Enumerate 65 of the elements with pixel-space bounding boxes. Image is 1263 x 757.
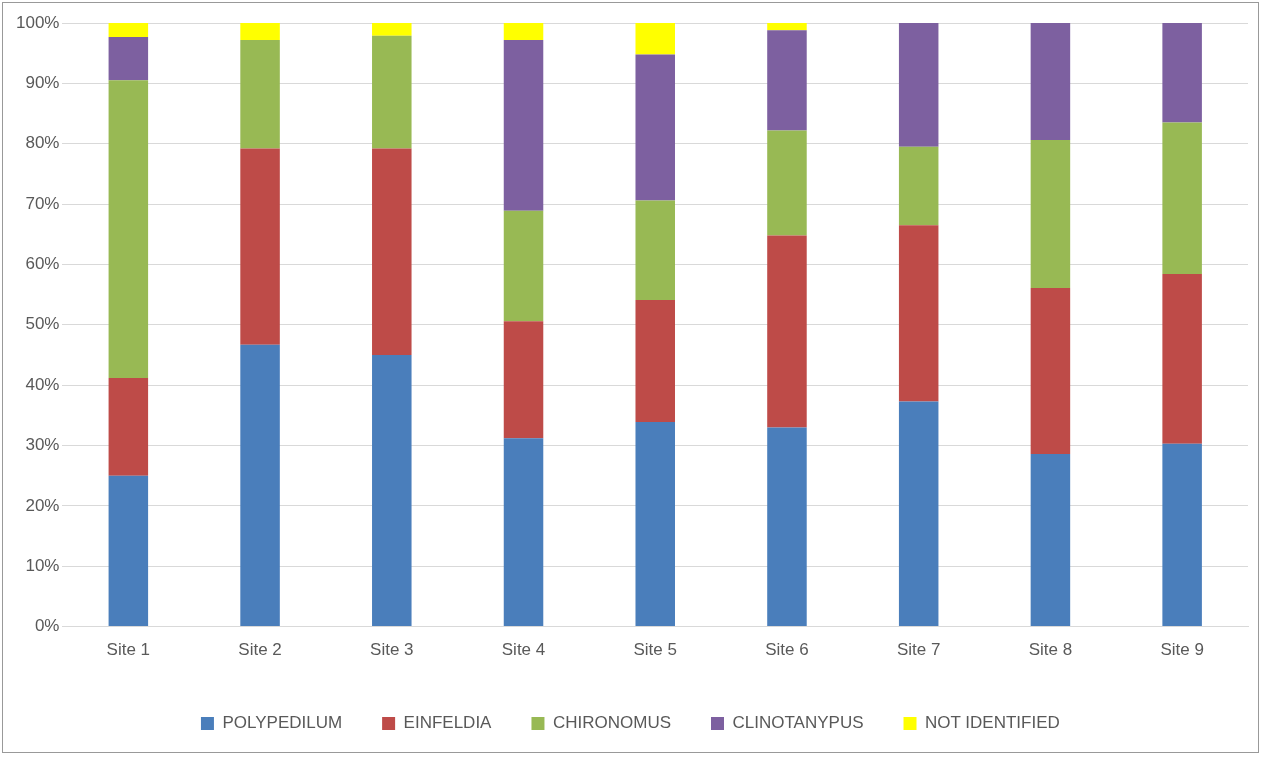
bar <box>503 438 544 627</box>
y-tick-label: 20% <box>25 495 60 515</box>
y-tick-label: 0% <box>34 616 60 636</box>
bar <box>372 354 412 627</box>
legend-label: CHIRONOMUS <box>552 713 672 733</box>
x-tick-label: Site 8 <box>1028 640 1073 660</box>
bar <box>635 54 675 201</box>
y-tick-label: 90% <box>25 73 60 93</box>
bar <box>635 200 675 301</box>
bar <box>108 80 149 378</box>
bar <box>767 130 807 236</box>
bar <box>372 148 412 355</box>
x-tick-label: Site 7 <box>896 640 941 660</box>
bar <box>240 39 280 149</box>
x-tick-label: Site 5 <box>633 640 677 660</box>
bar <box>1162 443 1202 627</box>
bar <box>767 427 807 627</box>
legend-label: CLINOTANYPUS <box>732 713 864 733</box>
bar <box>635 421 675 627</box>
bar <box>372 23 412 36</box>
bar <box>503 321 544 439</box>
bar <box>108 475 149 627</box>
bar <box>898 23 939 147</box>
bar <box>898 146 939 226</box>
y-tick-label: 50% <box>25 314 60 334</box>
bar <box>898 401 939 627</box>
y-tick-label: 40% <box>25 374 60 394</box>
y-tick-label: 100% <box>16 12 60 32</box>
bar <box>767 30 807 131</box>
y-tick-label: 30% <box>25 435 60 455</box>
bar <box>503 23 544 40</box>
bar <box>1030 23 1071 141</box>
x-tick-label: Site 6 <box>765 640 809 660</box>
y-tick-label: 10% <box>25 555 60 575</box>
bar <box>1162 122 1202 275</box>
bar <box>635 23 675 55</box>
y-tick-label: 70% <box>25 193 60 213</box>
bar <box>767 23 807 31</box>
bar <box>767 235 807 428</box>
legend-label: EINFELDIA <box>403 713 493 733</box>
x-tick-label: Site 4 <box>501 640 546 660</box>
bar <box>372 35 412 149</box>
bar <box>1030 140 1071 288</box>
bar <box>240 344 280 627</box>
bar <box>635 300 675 422</box>
x-tick-label: Site 9 <box>1160 640 1204 660</box>
bar <box>503 39 544 211</box>
bar <box>1162 23 1202 123</box>
bar <box>503 210 544 322</box>
legend-label: POLYPEDILUM <box>222 713 343 733</box>
bar <box>1030 287 1071 454</box>
bar <box>108 23 149 37</box>
x-tick-label: Site 2 <box>238 640 282 660</box>
legend-label: NOT IDENTIFIED <box>925 713 1060 733</box>
y-tick-label: 60% <box>25 254 60 274</box>
bar <box>240 23 280 40</box>
bar <box>108 377 149 476</box>
bar <box>108 36 149 81</box>
bar <box>1162 274 1202 444</box>
bar <box>1030 453 1071 627</box>
bar <box>898 225 939 402</box>
x-tick-label: Site 3 <box>370 640 414 660</box>
y-tick-label: 80% <box>25 133 60 153</box>
x-tick-label: Site 1 <box>106 640 151 660</box>
bar <box>240 148 280 345</box>
